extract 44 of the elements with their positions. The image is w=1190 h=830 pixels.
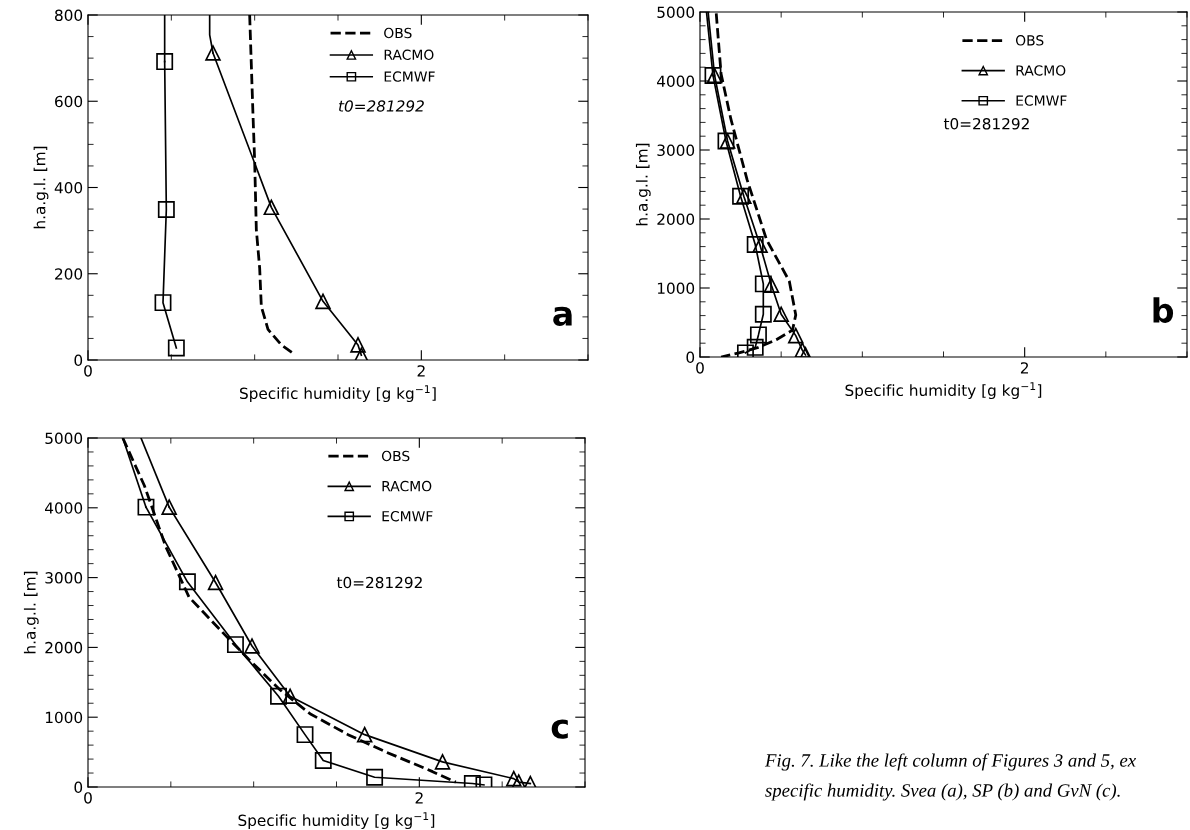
annotation: c: [551, 719, 568, 739]
text: specific humidity. Svea (a), SP (b) and GvN (c).: [765, 783, 1120, 801]
y-tick-label: 4000: [657, 75, 695, 88]
y-tick-label: 0: [74, 781, 83, 794]
y-tick-label: 3000: [45, 572, 83, 584]
legend-label: ECMWF: [1016, 95, 1067, 106]
y-tick-label: 2000: [45, 641, 83, 654]
y-tick-label: 600: [55, 95, 83, 108]
legend-label: RACMO: [384, 49, 434, 61]
annotation: a: [553, 306, 572, 326]
caption: Fig. 7. Like the left column of Figures 3 and 5, ex: [764, 753, 1136, 771]
x-axis-title: Specific humidity [g kg$^{−1}$]: [845, 382, 1042, 400]
x-axis-title: Specific humidity [g kg$^{−1}$]: [238, 812, 435, 830]
y-tick-label: 400: [54, 181, 83, 194]
x-tick-label: 2: [415, 792, 423, 804]
y-tick-label: 1000: [657, 282, 695, 295]
x-tick-label: 0: [84, 365, 92, 377]
y-axis-title: h.a.g.l. [m]: [23, 571, 39, 654]
legend-label: OBS: [384, 27, 412, 39]
annotation: b: [1153, 297, 1174, 323]
y-tick-label: 800: [55, 9, 83, 22]
legend-label: OBS: [1015, 35, 1044, 46]
annotation: t0=281292: [943, 117, 1029, 130]
y-tick-label: 200: [55, 268, 83, 280]
legend-label: RACMO: [382, 480, 432, 492]
y-axis-title: h.a.g.l. [m]: [33, 146, 49, 229]
x-tick-label: 2: [417, 365, 425, 377]
y-tick-label: 5000: [657, 6, 695, 19]
legend-label: RACMO: [1016, 65, 1066, 76]
x-tick-label: 2: [1020, 362, 1028, 374]
legend-label: ECMWF: [382, 510, 433, 522]
y-tick-label: 5000: [45, 432, 83, 445]
y-tick-label: 0: [686, 351, 695, 364]
x-axis-title: Specific humidity [g kg$^{−1}$]: [240, 385, 436, 403]
y-tick-label: 2000: [657, 213, 695, 226]
y-axis-title: h.a.g.l. [m]: [635, 143, 651, 226]
x-tick-label: 0: [696, 362, 704, 374]
legend-label: OBS: [381, 450, 410, 462]
annotation: t0=281292: [336, 576, 422, 589]
y-tick-label: 3000: [657, 144, 695, 157]
y-tick-label: 4000: [45, 502, 83, 514]
annotation: t0=281292: [338, 100, 424, 112]
legend-label: ECMWF: [384, 71, 435, 82]
y-tick-label: 1000: [45, 711, 83, 724]
